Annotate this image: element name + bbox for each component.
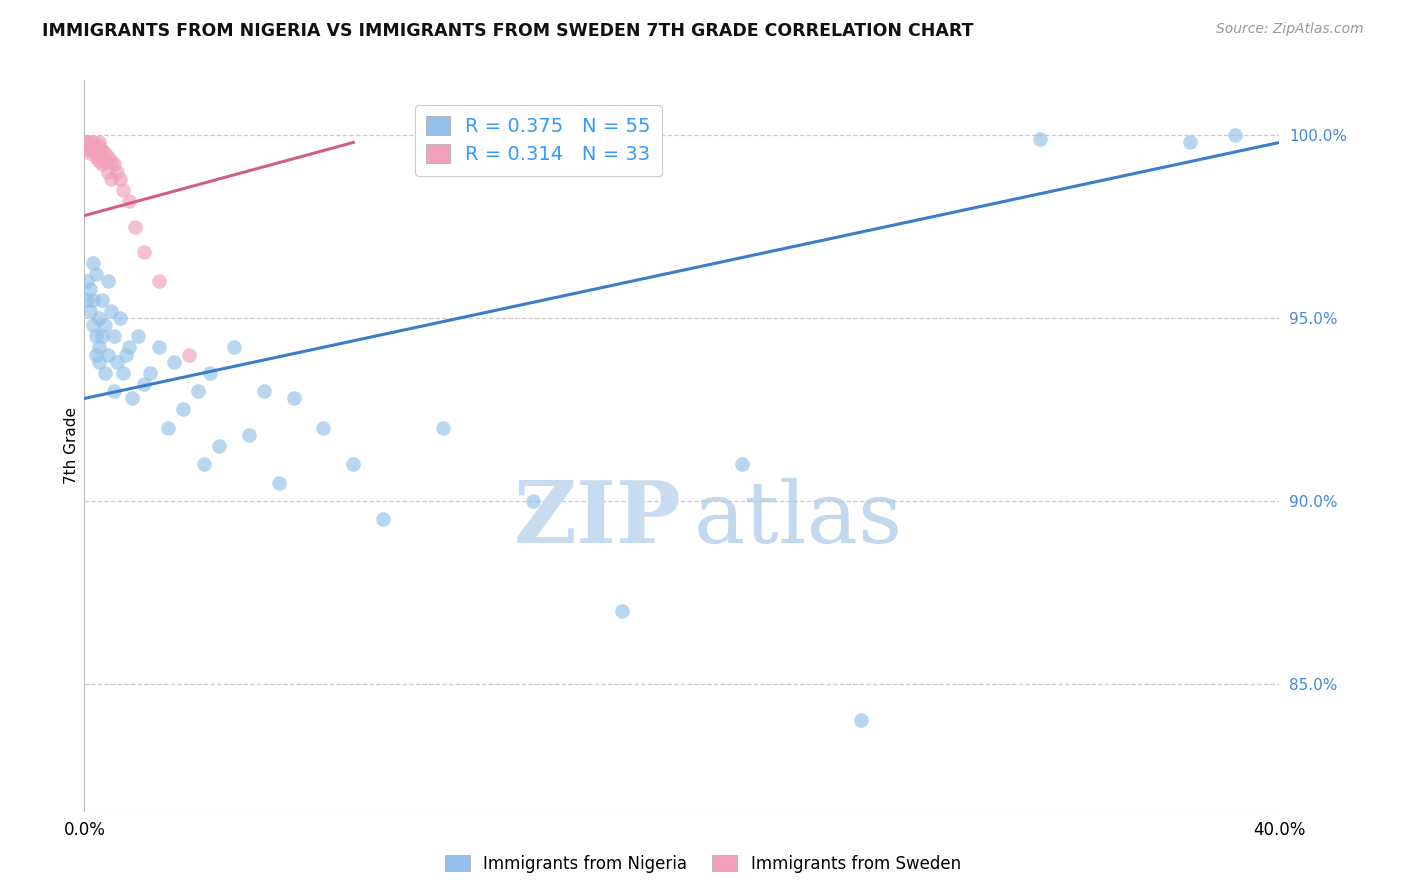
Point: [112, 366, 135, 380]
Point: [89, 311, 111, 326]
Point: [86, 146, 108, 161]
Point: [432, 420, 454, 434]
Point: [100, 172, 122, 186]
Point: [79, 139, 101, 153]
Point: [105, 164, 128, 178]
Point: [1223, 128, 1246, 142]
Point: [112, 183, 135, 197]
Point: [193, 458, 215, 472]
Point: [79, 136, 101, 150]
Point: [612, 604, 634, 618]
Point: [157, 420, 180, 434]
Point: [177, 348, 200, 362]
Point: [76, 293, 98, 307]
Point: [89, 153, 111, 168]
Point: [76, 274, 98, 288]
Point: [267, 475, 290, 490]
Point: [118, 340, 141, 354]
Point: [89, 136, 111, 150]
Point: [312, 420, 335, 434]
Point: [82, 136, 104, 150]
Text: IMMIGRANTS FROM NIGERIA VS IMMIGRANTS FROM SWEDEN 7TH GRADE CORRELATION CHART: IMMIGRANTS FROM NIGERIA VS IMMIGRANTS FR…: [42, 22, 974, 40]
Point: [100, 303, 122, 318]
Point: [82, 293, 104, 307]
Legend: Immigrants from Nigeria, Immigrants from Sweden: Immigrants from Nigeria, Immigrants from…: [439, 848, 967, 880]
Point: [103, 329, 125, 343]
Point: [208, 439, 231, 453]
Point: [86, 348, 108, 362]
Point: [1029, 132, 1052, 146]
Point: [103, 157, 125, 171]
Point: [76, 136, 98, 150]
Point: [89, 355, 111, 369]
Point: [79, 143, 101, 157]
Point: [97, 150, 120, 164]
Point: [79, 303, 101, 318]
Point: [79, 146, 101, 161]
Point: [86, 329, 108, 343]
Point: [79, 282, 101, 296]
Y-axis label: 7th Grade: 7th Grade: [63, 408, 79, 484]
Point: [91, 293, 114, 307]
Point: [86, 150, 108, 164]
Point: [522, 493, 544, 508]
Point: [91, 157, 114, 171]
Point: [132, 376, 156, 391]
Point: [89, 340, 111, 354]
Point: [163, 355, 186, 369]
Point: [124, 219, 146, 234]
Text: ZIP: ZIP: [515, 477, 682, 561]
Point: [222, 340, 245, 354]
Point: [97, 164, 120, 178]
Point: [76, 139, 98, 153]
Point: [148, 274, 170, 288]
Point: [238, 428, 260, 442]
Point: [76, 136, 98, 150]
Point: [115, 348, 138, 362]
Point: [110, 172, 132, 186]
Point: [94, 153, 117, 168]
Point: [91, 143, 114, 157]
Point: [198, 366, 221, 380]
Point: [118, 194, 141, 208]
Point: [97, 348, 120, 362]
Text: Source: ZipAtlas.com: Source: ZipAtlas.com: [1216, 22, 1364, 37]
Point: [86, 267, 108, 281]
Point: [82, 139, 104, 153]
Point: [94, 146, 117, 161]
Point: [342, 458, 364, 472]
Point: [110, 311, 132, 326]
Point: [121, 392, 143, 406]
Point: [82, 143, 104, 157]
Point: [105, 355, 128, 369]
Point: [100, 153, 122, 168]
Point: [127, 329, 149, 343]
Point: [1178, 136, 1201, 150]
Legend: R = 0.375   N = 55, R = 0.314   N = 33: R = 0.375 N = 55, R = 0.314 N = 33: [415, 104, 662, 176]
Point: [94, 366, 117, 380]
Point: [89, 139, 111, 153]
Point: [187, 384, 209, 398]
Point: [731, 458, 754, 472]
Point: [148, 340, 170, 354]
Point: [139, 366, 162, 380]
Point: [91, 329, 114, 343]
Point: [82, 256, 104, 270]
Point: [91, 150, 114, 164]
Point: [172, 402, 194, 417]
Point: [103, 384, 125, 398]
Point: [851, 714, 873, 728]
Point: [97, 274, 120, 288]
Point: [94, 318, 117, 333]
Point: [283, 392, 305, 406]
Point: [253, 384, 276, 398]
Text: atlas: atlas: [695, 477, 903, 561]
Point: [132, 245, 156, 260]
Point: [373, 512, 395, 526]
Point: [82, 318, 104, 333]
